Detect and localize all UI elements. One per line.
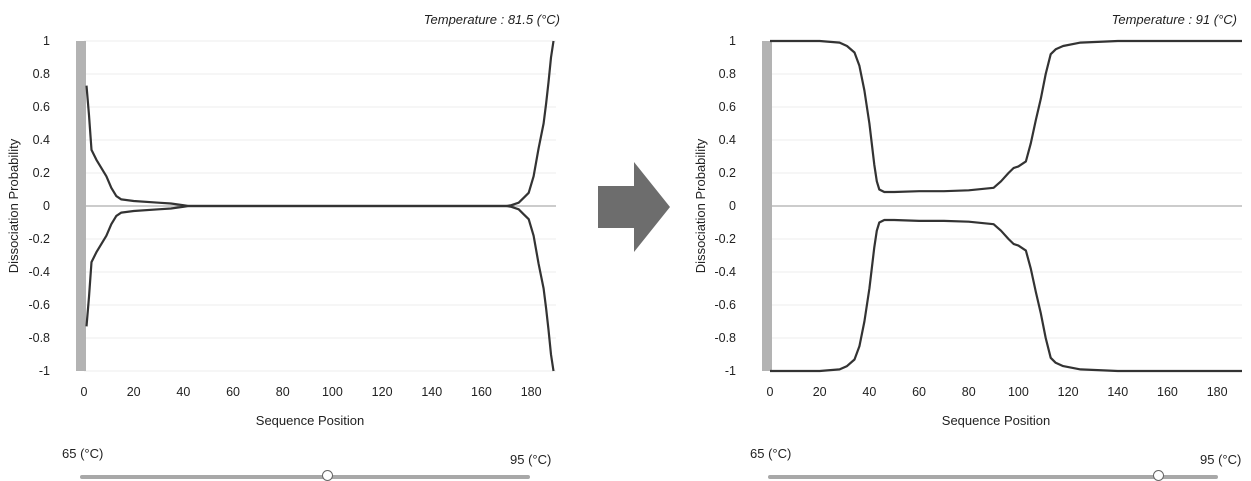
right-y-tick-label: -0.8 (714, 331, 736, 345)
right-x-tick-label: 60 (912, 385, 926, 399)
right-slider-max-label: 95 (°C) (1200, 452, 1242, 467)
left-slider-min-label: 65 (°C) (62, 446, 104, 461)
left-slider-max-label: 95 (°C) (510, 452, 552, 467)
right-dissociation-chart: 1 0.8 0.6 0.4 0.2 0 -0.2 -0.4 -0.6 -0.8 -1 0 20 40 60 8… (693, 34, 1242, 428)
left-y-tick-label: 0.2 (33, 166, 50, 180)
left-position-bar (76, 41, 86, 371)
right-y-tick-label: -1 (725, 364, 736, 378)
right-x-tick-label: 20 (813, 385, 827, 399)
right-y-tick-label: 1 (729, 34, 736, 48)
left-x-tick-label: 180 (521, 385, 542, 399)
right-temperature-title: Temperature : 91 (°C) (1111, 12, 1237, 27)
left-x-tick-label: 20 (127, 385, 141, 399)
right-x-tick-label: 0 (767, 385, 774, 399)
left-y-tick-label: -0.4 (28, 265, 50, 279)
right-position-bar (762, 41, 772, 371)
right-slider-handle[interactable] (1152, 470, 1164, 481)
right-y-tick-label: -0.2 (714, 232, 736, 246)
right-x-tick-label: 160 (1157, 385, 1178, 399)
left-x-tick-label: 0 (81, 385, 88, 399)
right-lower-curve (770, 218, 1242, 373)
right-x-tick-label: 120 (1058, 385, 1079, 399)
left-x-tick-label: 80 (276, 385, 290, 399)
left-x-tick-label: 40 (176, 385, 190, 399)
left-y-tick-label: -0.8 (28, 331, 50, 345)
right-y-tick-label: 0.2 (719, 166, 736, 180)
right-y-tick-label: -0.6 (714, 298, 736, 312)
right-temperature-slider[interactable] (768, 475, 1218, 479)
right-chart-panel: 1 0.8 0.6 0.4 0.2 0 -0.2 -0.4 -0.6 -0.8 -1 0 20 40 60 8… (690, 0, 1251, 481)
right-y-tick-label: -0.4 (714, 265, 736, 279)
right-y-tick-label: 0 (729, 199, 736, 213)
left-temperature-title: Temperature : 81.5 (°C) (423, 12, 560, 27)
right-x-axis-title: Sequence Position (942, 413, 1050, 428)
right-x-tick-label: 140 (1107, 385, 1128, 399)
left-x-tick-label: 60 (226, 385, 240, 399)
left-y-tick-label: -0.6 (28, 298, 50, 312)
right-x-tick-label: 80 (962, 385, 976, 399)
right-y-tick-label: 0.6 (719, 100, 736, 114)
left-dissociation-chart: 1 0.8 0.6 0.4 0.2 0 -0.2 -0.4 -0.6 -0.8 -1 0 20 40 60 8… (6, 34, 556, 428)
left-y-tick-label: 0.8 (33, 67, 50, 81)
right-x-tick-label: 100 (1008, 385, 1029, 399)
right-y-tick-label: 0.4 (719, 133, 736, 147)
left-lower-curve (85, 204, 555, 372)
left-slider-handle[interactable] (322, 470, 333, 481)
left-upper-curve (85, 40, 555, 208)
right-upper-curve (770, 39, 1242, 194)
left-y-tick-label: 0.6 (33, 100, 50, 114)
left-x-tick-label: 140 (421, 385, 442, 399)
right-y-tick-label: 0.8 (719, 67, 736, 81)
left-y-tick-label: -0.2 (28, 232, 50, 246)
left-y-tick-label: 1 (43, 34, 50, 48)
left-x-tick-label: 120 (372, 385, 393, 399)
left-y-tick-label: 0.4 (33, 133, 50, 147)
right-arrow-shape (598, 162, 670, 252)
left-chart-panel: 1 0.8 0.6 0.4 0.2 0 -0.2 -0.4 -0.6 -0.8 -1 0 20 40 60 8… (0, 0, 575, 481)
right-arrow-icon (598, 162, 670, 252)
left-y-tick-label: 0 (43, 199, 50, 213)
right-y-axis-title: Dissociation Probability (693, 138, 708, 273)
right-x-tick-label: 40 (862, 385, 876, 399)
right-x-tick-label: 180 (1207, 385, 1228, 399)
left-y-axis-title: Dissociation Probability (6, 138, 21, 273)
left-x-tick-label: 100 (322, 385, 343, 399)
left-x-axis-title: Sequence Position (256, 413, 364, 428)
left-y-tick-label: -1 (39, 364, 50, 378)
left-temperature-slider[interactable] (80, 475, 530, 479)
right-slider-min-label: 65 (°C) (750, 446, 792, 461)
left-x-tick-label: 160 (471, 385, 492, 399)
